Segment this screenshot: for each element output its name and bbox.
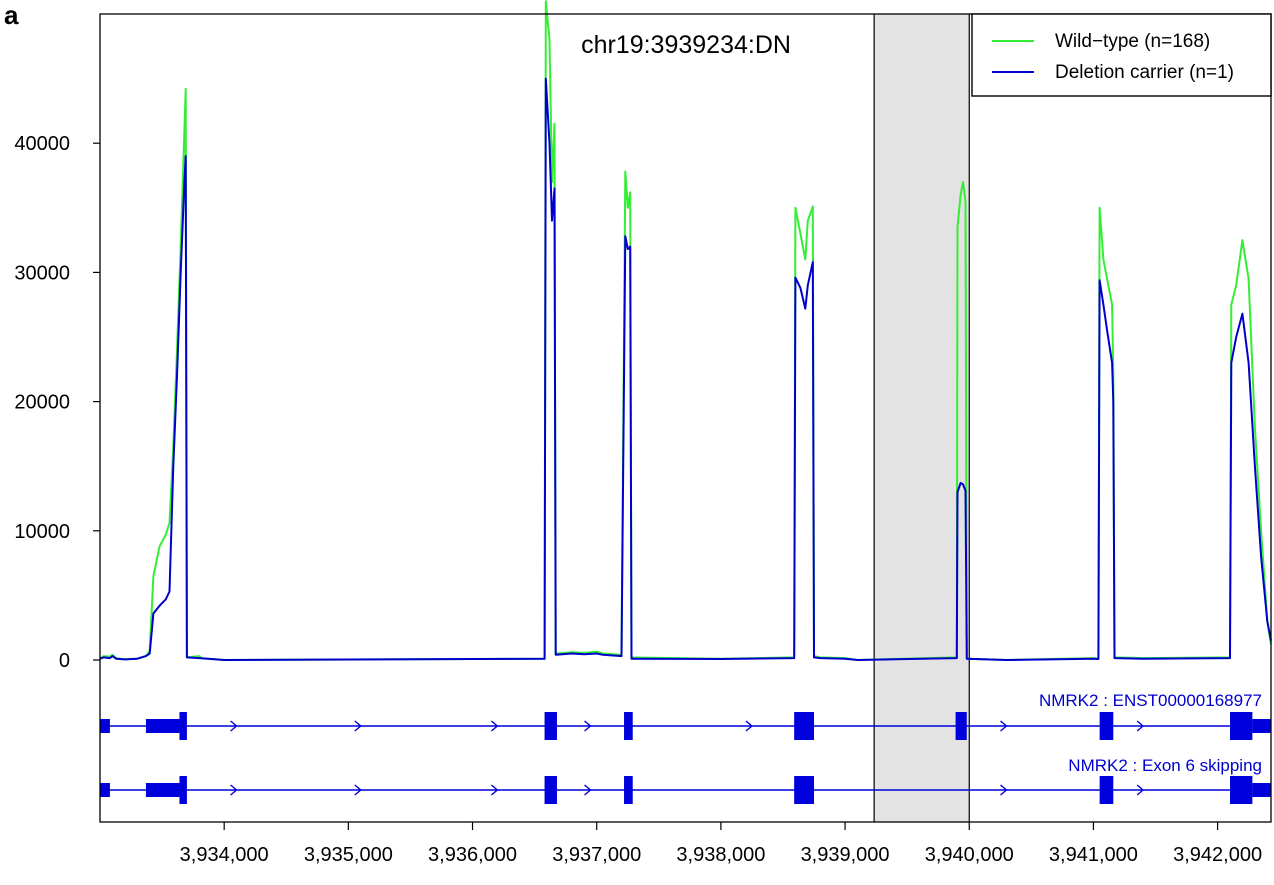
panel-letter: a bbox=[4, 0, 19, 30]
exon-block bbox=[1099, 712, 1114, 740]
chart-title: chr19:3939234:DN bbox=[581, 31, 791, 59]
transcript-label: NMRK2 : ENST00000168977 bbox=[1039, 691, 1262, 710]
exon-block bbox=[624, 776, 633, 804]
strand-arrow bbox=[1000, 784, 1008, 796]
strand-arrow bbox=[745, 720, 754, 732]
strand-arrow bbox=[354, 720, 362, 732]
y-tick-label: 20000 bbox=[14, 392, 70, 414]
exon-block bbox=[1230, 776, 1253, 804]
exon-block bbox=[100, 719, 110, 733]
x-tick-label: 3,936,000 bbox=[428, 844, 517, 866]
legend: Wild−type (n=168) Deletion carrier (n=1) bbox=[971, 13, 1272, 97]
transcript-label: NMRK2 : Exon 6 skipping bbox=[1068, 756, 1262, 775]
exon-block bbox=[179, 712, 187, 740]
transcript-track: NMRK2 : ENST00000168977 NMRK2 : Exon 6 sk… bbox=[100, 691, 1271, 804]
y-tick-label: 40000 bbox=[14, 133, 70, 155]
x-tick-label: 3,942,000 bbox=[1173, 844, 1262, 866]
x-tick-label: 3,939,000 bbox=[801, 844, 890, 866]
legend-label: Wild−type (n=168) bbox=[1055, 31, 1210, 52]
exon-block bbox=[1252, 719, 1271, 733]
y-tick-label: 10000 bbox=[14, 521, 70, 543]
highlight-layer bbox=[873, 14, 970, 822]
strand-arrow bbox=[584, 720, 592, 732]
strand-arrow bbox=[1000, 720, 1008, 732]
strand-arrow bbox=[490, 784, 499, 796]
exon-block bbox=[179, 776, 187, 804]
x-tick-label: 3,935,000 bbox=[304, 844, 393, 866]
wild-type-line bbox=[99, 0, 1272, 661]
exon-block bbox=[145, 719, 180, 733]
x-tick-label: 3,934,000 bbox=[180, 844, 269, 866]
data-layer bbox=[99, 0, 1272, 661]
exon-block bbox=[100, 783, 110, 797]
strand-arrow bbox=[230, 784, 238, 796]
strand-arrow bbox=[1136, 784, 1145, 796]
y-tick-label: 0 bbox=[59, 650, 70, 672]
exon-block bbox=[794, 776, 815, 804]
highlight-region bbox=[874, 14, 970, 822]
x-tick-label: 3,938,000 bbox=[676, 844, 765, 866]
strand-arrow bbox=[490, 720, 499, 732]
legend-box bbox=[971, 13, 1272, 97]
x-tick-label: 3,941,000 bbox=[1049, 844, 1138, 866]
legend-label: Deletion carrier (n=1) bbox=[1055, 62, 1234, 83]
transcript-2: NMRK2 : Exon 6 skipping bbox=[100, 756, 1271, 804]
strand-arrow bbox=[1136, 720, 1145, 732]
exon-block bbox=[544, 776, 557, 804]
y-tick-label: 30000 bbox=[14, 262, 70, 284]
exon-block bbox=[1230, 712, 1253, 740]
exon-block bbox=[624, 712, 633, 740]
deletion-carrier-line bbox=[99, 77, 1272, 661]
axes: 0 10000 20000 30000 40000 3,934,000 3,935,000 3… bbox=[14, 13, 1272, 866]
transcript-1: NMRK2 : ENST00000168977 bbox=[100, 691, 1271, 740]
x-tick-label: 3,937,000 bbox=[552, 844, 641, 866]
exon-block bbox=[1252, 783, 1271, 797]
exon-block bbox=[955, 712, 967, 740]
exon-block bbox=[145, 783, 180, 797]
strand-arrow bbox=[354, 784, 362, 796]
exon-block bbox=[1099, 776, 1114, 804]
x-tick-label: 3,940,000 bbox=[925, 844, 1014, 866]
exon-block bbox=[544, 712, 557, 740]
plot-frame bbox=[99, 13, 1272, 823]
strand-arrow bbox=[584, 784, 592, 796]
strand-arrow bbox=[230, 720, 238, 732]
exon-block bbox=[794, 712, 815, 740]
